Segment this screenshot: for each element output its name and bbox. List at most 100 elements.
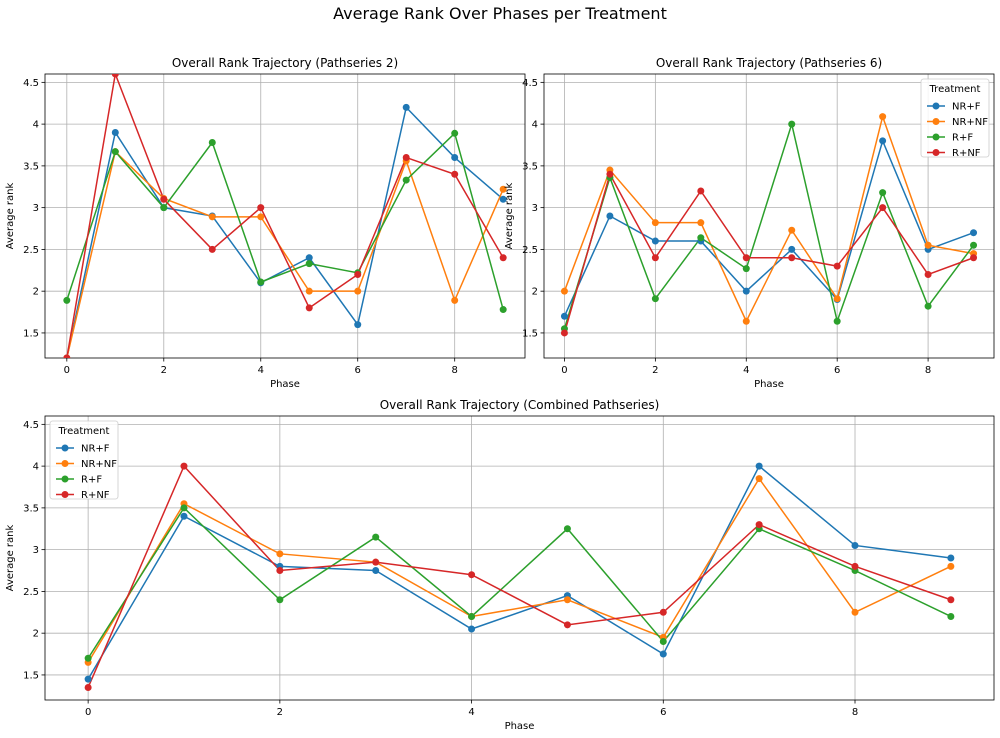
data-point-NR+NF [451, 296, 459, 304]
figure-title: Average Rank Over Phases per Treatment [333, 4, 667, 23]
legend-entry-label: R+F [952, 133, 973, 144]
data-point-R+NF [563, 621, 571, 629]
y-tick-label: 4.5 [23, 78, 39, 89]
y-tick-label: 2.5 [23, 587, 39, 598]
data-point-R+NF [84, 683, 92, 691]
y-tick-label: 4 [33, 120, 39, 131]
legend-swatch-marker [61, 460, 69, 467]
data-point-R+NF [833, 262, 841, 270]
data-point-NR+NF [879, 113, 887, 121]
data-point-NR+NF [499, 185, 507, 193]
legend-swatch-marker [932, 149, 940, 156]
data-point-R+F [402, 176, 410, 184]
y-tick-label: 3 [532, 203, 538, 214]
y-tick-label: 3 [33, 203, 39, 214]
legend-swatch-marker [61, 491, 69, 498]
series-line-NR+NF [87, 477, 952, 663]
x-tick-label: 6 [660, 707, 666, 718]
x-tick-label: 4 [743, 365, 749, 376]
series-line-R+NF [87, 464, 952, 688]
legend: Treatment NR+F NR+NF R+F R+NF [49, 420, 119, 501]
data-point-R+F [451, 129, 459, 137]
data-point-R+NF [924, 270, 932, 278]
data-point-R+NF [879, 204, 887, 212]
data-point-NR+NF [560, 287, 568, 295]
data-point-NR+NF [208, 213, 216, 221]
data-point-NR+F [755, 462, 763, 470]
data-point-NR+F [84, 675, 92, 683]
data-point-NR+F [879, 137, 887, 145]
data-point-NR+F [354, 321, 362, 329]
x-tick-label: 0 [85, 707, 91, 718]
y-tick-label: 1.5 [23, 328, 39, 339]
data-point-R+NF [560, 329, 568, 337]
data-point-NR+NF [833, 295, 841, 303]
legend-swatch-marker [932, 133, 940, 141]
data-point-NR+F [499, 195, 507, 203]
y-tick-label: 1.5 [23, 670, 39, 681]
chart-3: 0 2 4 6 8 1.5 2 2.5 3 3.5 4 4.5 Overall Rank Traject… [5, 398, 995, 732]
data-point-NR+F [305, 254, 313, 262]
axes-frame [44, 73, 526, 359]
data-point-R+F [947, 612, 955, 620]
data-point-R+F [160, 204, 168, 212]
data-point-R+NF [180, 462, 188, 470]
legend-entry-label: NR+NF [952, 117, 988, 128]
data-point-R+F [651, 295, 659, 303]
data-point-R+F [468, 612, 476, 620]
data-point-R+F [305, 260, 313, 268]
x-tick-label: 0 [561, 365, 567, 376]
data-point-NR+F [180, 512, 188, 520]
data-point-R+NF [208, 245, 216, 253]
series-group [63, 74, 507, 358]
data-point-NR+NF [947, 562, 955, 570]
data-point-R+NF [788, 254, 796, 262]
legend-entry-label: NR+NF [81, 459, 117, 470]
y-tick-label: 4 [33, 462, 39, 473]
data-point-R+NF [651, 254, 659, 262]
chart-title: Overall Rank Trajectory (Pathseries 6) [656, 56, 882, 70]
y-axis-label: Average rank [5, 524, 16, 591]
x-tick-label: 0 [64, 365, 70, 376]
legend-title: Treatment [929, 84, 981, 95]
data-point-R+NF [499, 254, 507, 262]
data-point-R+F [833, 317, 841, 325]
data-point-R+NF [276, 567, 284, 575]
y-tick-label: 3.5 [522, 161, 538, 172]
legend-title: Treatment [58, 426, 110, 437]
x-tick-label: 8 [452, 365, 458, 376]
data-point-NR+F [451, 154, 459, 162]
data-point-R+F [970, 241, 978, 249]
series-line-NR+NF [66, 150, 504, 358]
data-point-NR+F [970, 229, 978, 237]
data-point-NR+NF [276, 550, 284, 558]
series-group [84, 462, 955, 691]
y-tick-label: 3 [33, 545, 39, 556]
x-tick-label: 6 [355, 365, 361, 376]
data-point-NR+F [468, 625, 476, 633]
data-point-R+F [788, 120, 796, 128]
y-tick-label: 2 [532, 287, 538, 298]
data-point-R+NF [697, 187, 705, 195]
x-tick-label: 4 [468, 707, 474, 718]
data-point-NR+F [606, 212, 614, 220]
series-line-NR+F [87, 464, 951, 680]
data-point-NR+F [947, 554, 955, 562]
legend-entry-label: NR+F [81, 444, 110, 455]
data-point-NR+NF [742, 317, 750, 325]
y-tick-label: 2 [33, 287, 39, 298]
x-tick-label: 4 [258, 365, 264, 376]
x-axis-label: Phase [505, 721, 535, 732]
legend-swatch-marker [932, 102, 940, 110]
legend-entry-label: R+F [81, 475, 102, 486]
series-line-NR+NF [563, 113, 974, 323]
data-point-R+NF [111, 74, 119, 78]
series-line-R+F [563, 121, 975, 329]
legend-swatch-marker [61, 475, 69, 483]
data-point-R+NF [851, 562, 859, 570]
x-tick-label: 2 [277, 707, 283, 718]
data-point-R+NF [451, 170, 459, 178]
data-point-R+NF [606, 170, 614, 178]
data-point-R+F [659, 638, 667, 646]
